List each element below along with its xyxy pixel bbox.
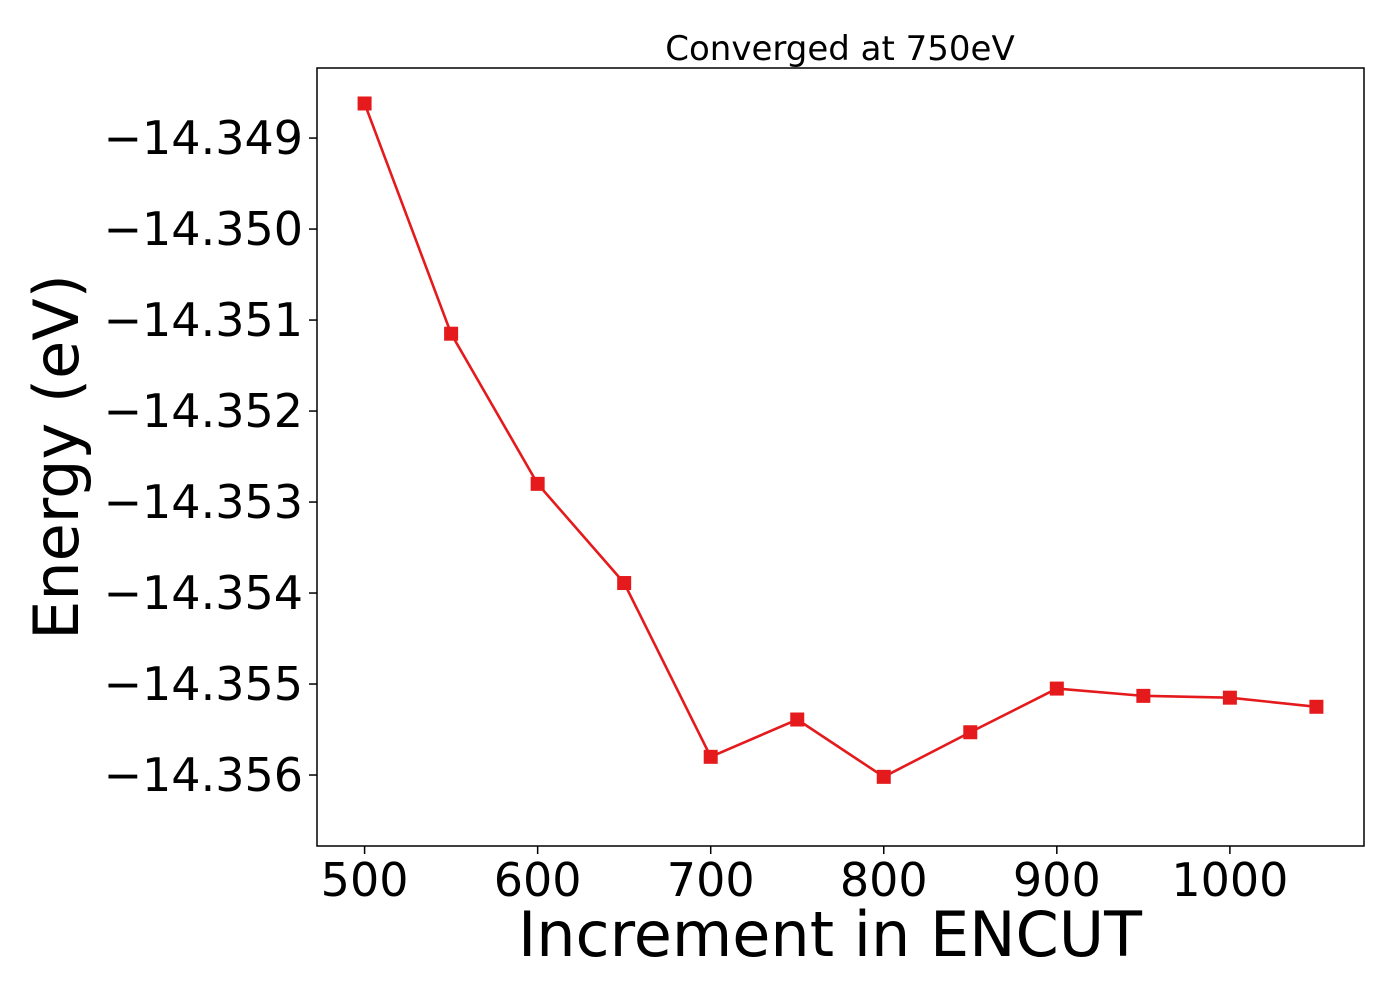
data-point bbox=[1222, 690, 1237, 705]
data-point bbox=[357, 96, 372, 111]
plot-frame bbox=[316, 67, 1365, 847]
x-axis: 500 600 700 800 900 1000 bbox=[321, 846, 1288, 907]
x-axis-label: Increment in ENCUT bbox=[518, 898, 1143, 971]
data-point bbox=[876, 769, 891, 784]
y-tick-label: −14.349 bbox=[104, 111, 304, 165]
data-point bbox=[703, 749, 718, 764]
data-point bbox=[530, 476, 545, 491]
data-point bbox=[790, 712, 805, 727]
x-tick-label: 500 bbox=[321, 853, 409, 907]
y-axis: −14.349 −14.350 −14.351 −14.352 −14.353 −14.3… bbox=[104, 111, 317, 802]
y-tick-label: −14.354 bbox=[104, 566, 304, 620]
y-tick-label: −14.355 bbox=[104, 657, 304, 711]
data-point bbox=[617, 576, 632, 591]
y-tick-label: −14.350 bbox=[104, 202, 304, 256]
y-tick-label: −14.351 bbox=[104, 293, 304, 347]
x-tick-label: 600 bbox=[494, 853, 582, 907]
y-tick-label: −14.352 bbox=[104, 384, 304, 438]
series-line bbox=[363, 103, 1317, 779]
y-axis-label: Energy (eV) bbox=[20, 274, 93, 640]
data-point bbox=[963, 725, 978, 740]
data-point bbox=[1049, 681, 1064, 696]
x-tick-label: 700 bbox=[667, 853, 755, 907]
data-point bbox=[1136, 688, 1151, 703]
y-tick-label: −14.353 bbox=[104, 475, 304, 529]
chart-title: Converged at 750eV bbox=[665, 29, 1014, 69]
data-point bbox=[444, 326, 459, 341]
x-tick-label: 800 bbox=[840, 853, 928, 907]
plot-area bbox=[357, 96, 1324, 784]
data-point bbox=[1309, 699, 1324, 714]
x-tick-label: 1000 bbox=[1171, 853, 1288, 907]
y-tick-label: −14.356 bbox=[104, 748, 304, 802]
x-tick-label: 900 bbox=[1013, 853, 1101, 907]
